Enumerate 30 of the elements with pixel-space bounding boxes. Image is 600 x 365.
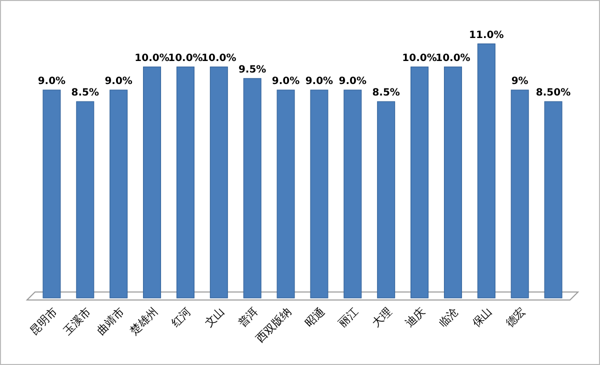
data-label: 9.0% — [38, 76, 66, 87]
data-label: 11.0% — [469, 30, 504, 41]
x-tick-label: 楚雄州 — [128, 304, 160, 338]
x-tick-label: 红河 — [170, 306, 194, 330]
data-label: 10.0% — [202, 52, 236, 64]
x-tick-label: 迪庆 — [402, 304, 428, 330]
data-label: 9.5% — [238, 64, 266, 76]
data-label: 10.0% — [168, 52, 203, 64]
x-tick-label: 大理 — [369, 304, 394, 330]
x-tick-label: 丽江 — [336, 306, 361, 330]
data-label: 8.5% — [71, 88, 100, 99]
x-tick-label: 普洱 — [236, 304, 260, 330]
x-tick-label: 保山 — [470, 304, 495, 330]
data-label: 8.50% — [536, 88, 571, 99]
x-tick-label: 文山 — [202, 304, 228, 330]
x-tick-label: 临沧 — [437, 306, 462, 330]
data-label: 10.0% — [134, 52, 170, 64]
data-label: 9.0% — [272, 76, 300, 87]
data-label: 8.5% — [372, 88, 400, 99]
data-label: 9.0% — [305, 76, 334, 87]
data-label: 9% — [511, 76, 528, 87]
x-tick-label: 玉溪市 — [60, 304, 94, 338]
x-tick-label: 昆明市 — [27, 304, 60, 338]
x-tick-label: 昭通 — [302, 304, 328, 330]
x-tick-label: 曲靖市 — [94, 304, 127, 338]
data-label: 9.0% — [338, 76, 367, 87]
x-tick-label: 德宏 — [503, 304, 528, 330]
data-label: 9.0% — [104, 76, 132, 87]
data-label: 10.0% — [402, 52, 437, 64]
data-label: 10.0% — [436, 52, 470, 64]
